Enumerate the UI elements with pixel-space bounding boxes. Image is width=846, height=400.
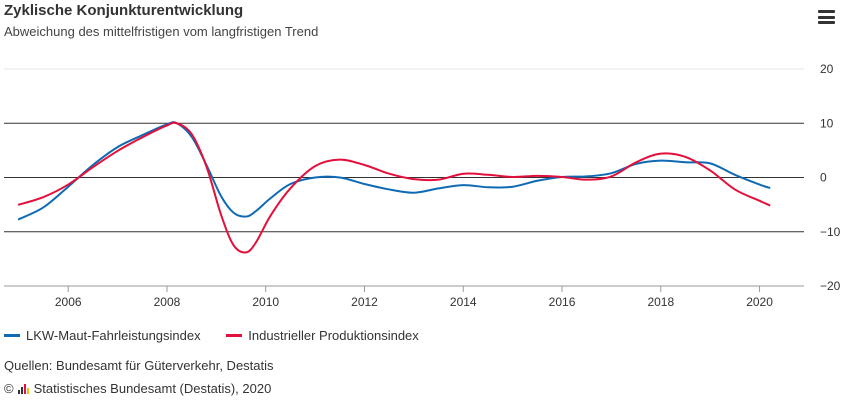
y-tick-label: 20 <box>820 62 834 76</box>
legend-label-industrie: Industrieller Produktionsindex <box>248 328 419 343</box>
y-tick-label: −10 <box>820 225 841 239</box>
legend-label-lkw: LKW-Maut-Fahrleistungsindex <box>26 328 201 343</box>
y-axis-tick-labels: 20 10 0 −10 −20 <box>820 62 841 293</box>
y-tick-label: −20 <box>820 279 841 293</box>
destatis-logo-icon <box>17 383 30 394</box>
series-line-industrie <box>17 121 771 254</box>
legend-swatch-lkw <box>4 334 20 337</box>
series-line-lkw <box>17 121 771 221</box>
x-tick-label: 2012 <box>351 295 378 309</box>
chart-legend: LKW-Maut-Fahrleistungsindex Industrielle… <box>4 325 441 343</box>
copyright-note: © Statistisches Bundesamt (Destatis), 20… <box>4 381 271 396</box>
copyright-symbol: © <box>4 381 14 396</box>
x-tick-label: 2014 <box>450 295 477 309</box>
chart-title: Zyklische Konjunkturentwicklung <box>4 2 244 19</box>
series-lines <box>17 121 771 254</box>
legend-swatch-industrie <box>226 334 243 337</box>
chart-subtitle: Abweichung des mittelfristigen vom langf… <box>4 24 319 39</box>
x-axis: 2006 2008 2010 2012 2014 2016 2018 2020 <box>4 285 804 309</box>
legend-item-industrie[interactable]: Industrieller Produktionsindex <box>226 328 419 343</box>
x-tick-label: 2016 <box>549 295 576 309</box>
hamburger-menu-icon[interactable] <box>816 8 838 26</box>
legend-item-lkw[interactable]: LKW-Maut-Fahrleistungsindex <box>4 328 201 343</box>
sources-note: Quellen: Bundesamt für Güterverkehr, Des… <box>4 358 274 373</box>
x-tick-label: 2008 <box>154 295 181 309</box>
x-tick-label: 2018 <box>647 295 674 309</box>
x-tick-label: 2010 <box>252 295 279 309</box>
y-tick-label: 10 <box>820 116 834 130</box>
copyright-text: Statistisches Bundesamt (Destatis), 2020 <box>33 381 272 396</box>
x-tick-label: 2020 <box>746 295 773 309</box>
y-tick-label: 0 <box>820 171 827 185</box>
x-tick-label: 2006 <box>55 295 82 309</box>
